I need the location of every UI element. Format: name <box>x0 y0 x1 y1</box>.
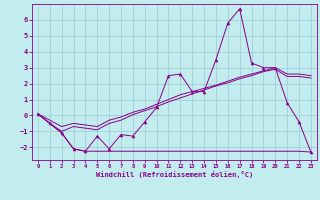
X-axis label: Windchill (Refroidissement éolien,°C): Windchill (Refroidissement éolien,°C) <box>96 171 253 178</box>
